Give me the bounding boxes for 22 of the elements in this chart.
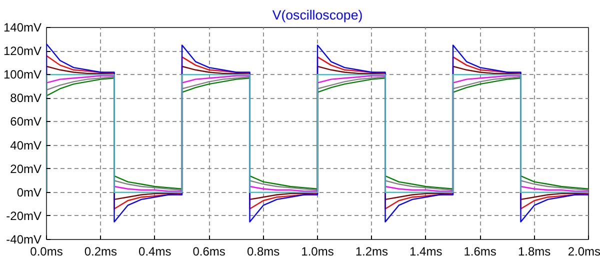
y-tick-label: 100mV bbox=[3, 68, 42, 82]
y-tick-label: 60mV bbox=[10, 114, 42, 129]
x-tick-label: 1.2ms bbox=[355, 244, 388, 258]
x-tick-label: 2.0ms bbox=[568, 244, 600, 258]
x-tick-label: 0.4ms bbox=[138, 244, 172, 258]
y-tick-label: 20mV bbox=[10, 162, 42, 176]
y-tick-label: 0mV bbox=[16, 185, 42, 200]
y-tick-label: -20mV bbox=[6, 208, 42, 223]
chart-title: V(oscilloscope) bbox=[272, 8, 363, 22]
x-tick-label: 0.2ms bbox=[84, 244, 118, 258]
x-tick-label: 1.6ms bbox=[464, 244, 496, 258]
x-tick-label: 0.8ms bbox=[246, 244, 280, 258]
x-tick-label: 1.0ms bbox=[301, 244, 334, 258]
x-tick-label: 1.4ms bbox=[410, 244, 442, 258]
y-tick-label: 80mV bbox=[10, 91, 42, 106]
y-tick-label: 40mV bbox=[10, 138, 42, 152]
y-tick-label: 140mV bbox=[3, 20, 42, 34]
x-tick-label: 0.0ms bbox=[30, 244, 63, 258]
y-tick-label: 120mV bbox=[3, 44, 42, 58]
x-tick-label: 0.6ms bbox=[192, 244, 226, 258]
x-tick-label: 1.8ms bbox=[518, 244, 551, 258]
y-tick-label: -40mV bbox=[6, 232, 42, 246]
